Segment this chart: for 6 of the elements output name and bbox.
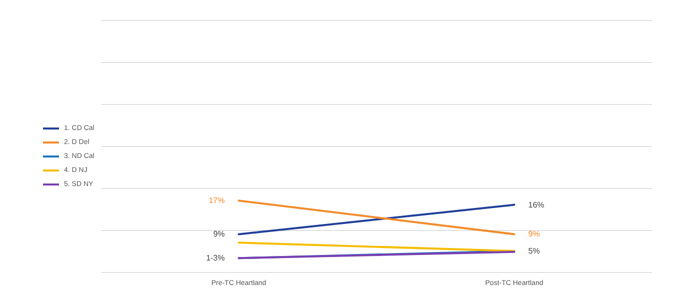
- data-label: 9%: [528, 230, 540, 239]
- data-label: 17%: [208, 196, 225, 206]
- data-label: 9%: [213, 230, 225, 239]
- data-label: 5%: [528, 246, 540, 256]
- annotation: 1-3%: [206, 254, 225, 263]
- data-label: 16%: [528, 200, 544, 210]
